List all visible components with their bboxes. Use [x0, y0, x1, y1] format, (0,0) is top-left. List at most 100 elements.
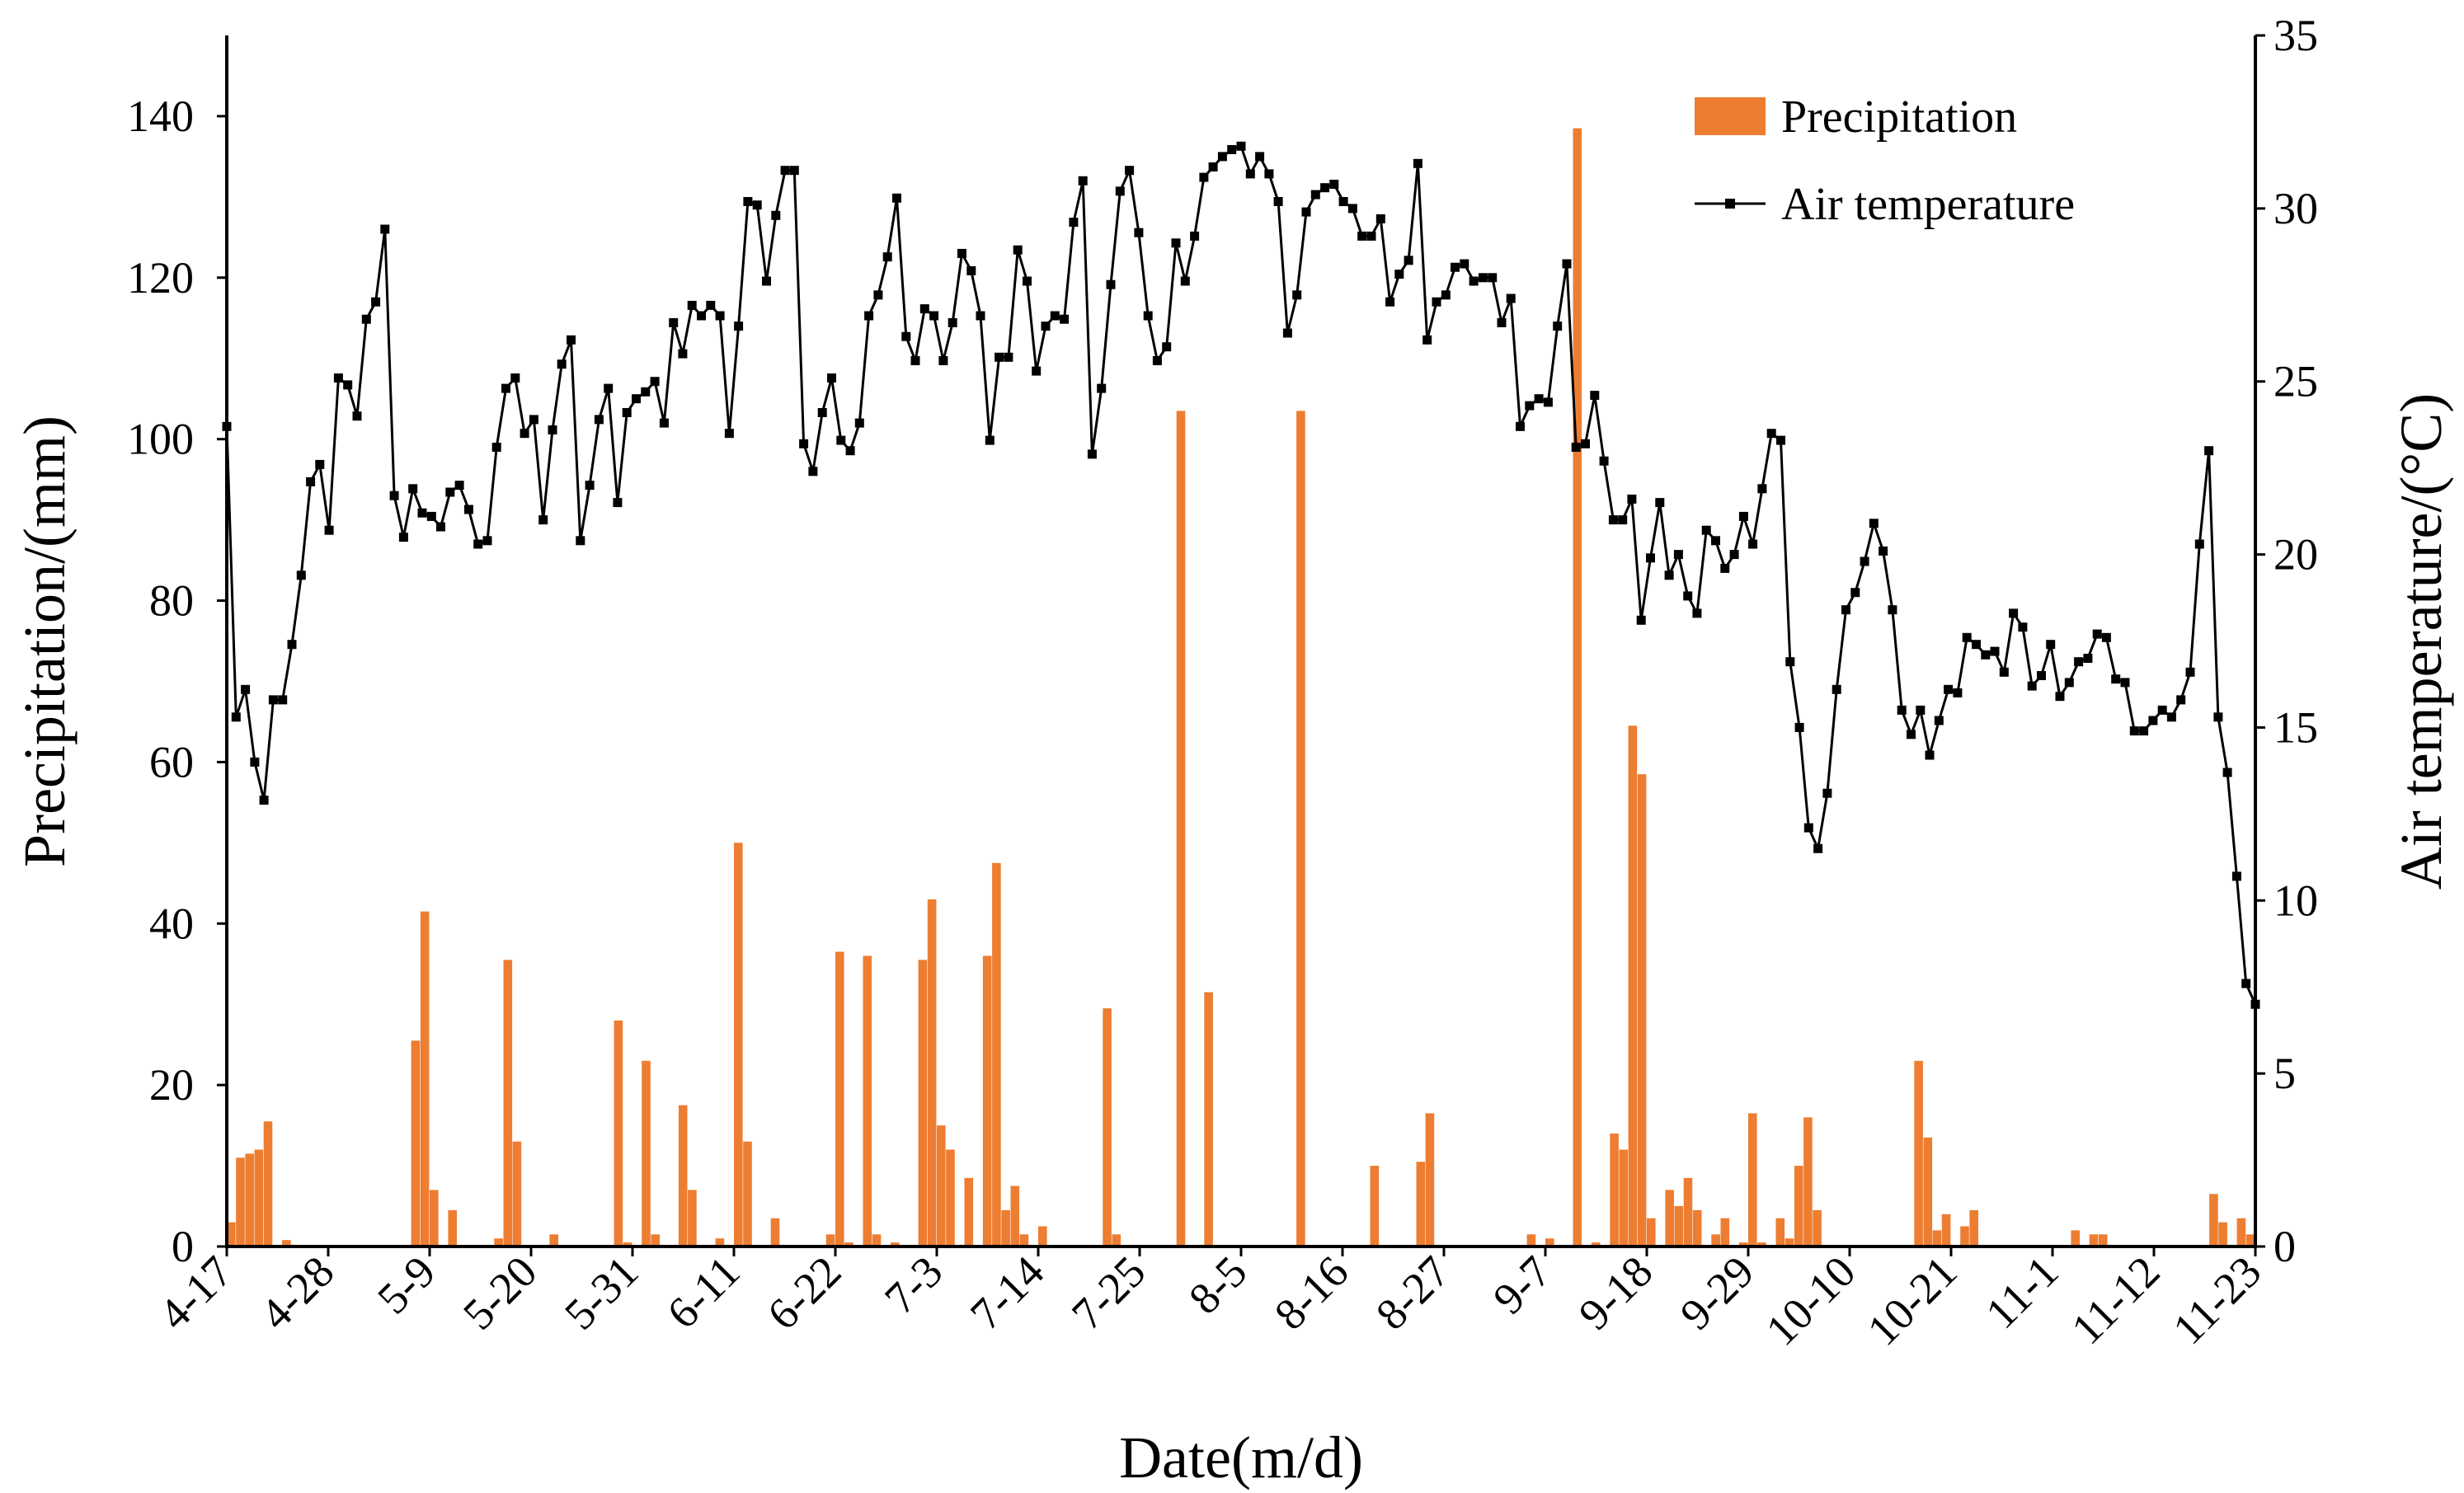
- temp-marker-214: [2213, 712, 2223, 722]
- temp-marker-191: [1999, 667, 2009, 677]
- temp-marker-91: [1069, 218, 1079, 228]
- precip-bar-22: [743, 1141, 752, 1247]
- temp-marker-113: [1273, 197, 1283, 206]
- temp-marker-149: [1608, 515, 1618, 525]
- precip-bar-34: [964, 1177, 974, 1247]
- precip-bar-57: [1647, 1218, 1656, 1247]
- temp-marker-101: [1162, 342, 1172, 352]
- temp-marker-96: [1115, 186, 1125, 196]
- precip-bar-83: [2236, 1218, 2246, 1247]
- temp-marker-7: [287, 640, 297, 650]
- x-tick-10-21: 10-21: [1858, 1247, 1967, 1355]
- x-tick-5-31: 5-31: [555, 1247, 647, 1339]
- temp-marker-129: [1422, 335, 1432, 345]
- temp-marker-87: [1032, 366, 1042, 376]
- precip-bar-47: [1416, 1162, 1426, 1247]
- temp-marker-180: [1897, 705, 1907, 715]
- temp-marker-124: [1375, 214, 1385, 223]
- precip-bar-1: [236, 1157, 245, 1247]
- y-right-tick-30: 30: [2274, 184, 2318, 233]
- temp-marker-81: [976, 311, 985, 321]
- x-tick-6-22: 6-22: [758, 1247, 850, 1339]
- x-tick-9-18: 9-18: [1569, 1247, 1662, 1339]
- legend-swatch-temperature-marker: [1725, 199, 1735, 209]
- temp-marker-95: [1106, 279, 1116, 289]
- legend-label-temperature: Air temperature: [1781, 179, 2075, 230]
- temp-marker-131: [1441, 290, 1451, 300]
- temp-marker-174: [1841, 605, 1850, 615]
- temp-marker-40: [594, 415, 604, 425]
- precip-bar-54: [1619, 1149, 1629, 1247]
- temp-marker-173: [1832, 684, 1841, 694]
- x-tick-4-17: 4-17: [149, 1247, 242, 1339]
- temp-marker-104: [1190, 231, 1200, 241]
- temp-marker-197: [2055, 692, 2065, 702]
- temp-marker-13: [343, 380, 353, 390]
- temp-marker-202: [2101, 632, 2111, 642]
- precip-bar-37: [1001, 1209, 1010, 1247]
- x-tick-7-3: 7-3: [875, 1247, 952, 1323]
- precip-bar-33: [946, 1149, 955, 1247]
- temp-marker-26: [463, 505, 473, 514]
- precip-bar-26: [844, 1242, 853, 1247]
- precip-bar-23: [770, 1218, 780, 1247]
- precip-bar-55: [1628, 725, 1638, 1247]
- temp-marker-89: [1050, 311, 1060, 321]
- precip-bar-81: [2209, 1194, 2218, 1247]
- temp-marker-12: [333, 373, 343, 383]
- temp-marker-134: [1469, 276, 1479, 286]
- temp-marker-194: [2027, 681, 2037, 691]
- temp-marker-121: [1347, 204, 1357, 214]
- temp-marker-187: [1962, 632, 1972, 642]
- x-tick-8-5: 8-5: [1179, 1247, 1256, 1323]
- precip-bar-6: [411, 1040, 421, 1247]
- temp-marker-90: [1060, 314, 1070, 324]
- temp-marker-65: [827, 373, 836, 383]
- temp-marker-156: [1673, 550, 1683, 560]
- temp-marker-80: [966, 265, 976, 275]
- precip-bar-65: [1748, 1113, 1757, 1247]
- temp-marker-159: [1701, 525, 1711, 535]
- precip-bar-69: [1794, 1166, 1803, 1247]
- precip-bar-14: [614, 1020, 623, 1247]
- x-tick-7-14: 7-14: [961, 1247, 1053, 1339]
- precip-bar-53: [1610, 1133, 1619, 1247]
- precip-bar-73: [1923, 1137, 1933, 1247]
- temp-marker-158: [1692, 608, 1702, 618]
- precip-bar-71: [1813, 1209, 1822, 1247]
- y-right-tick-35: 35: [2274, 11, 2318, 60]
- temp-marker-9: [306, 477, 316, 486]
- temp-marker-203: [2111, 674, 2121, 684]
- temp-marker-216: [2231, 871, 2241, 881]
- temp-marker-215: [2222, 768, 2232, 777]
- temp-marker-53: [715, 311, 725, 321]
- precip-bar-60: [1683, 1177, 1693, 1247]
- temp-marker-98: [1134, 228, 1144, 237]
- temp-marker-67: [845, 446, 855, 456]
- temp-marker-34: [538, 515, 548, 525]
- precip-bar-9: [448, 1209, 457, 1247]
- precipitation-bars: [227, 128, 2255, 1247]
- temp-marker-151: [1627, 494, 1637, 504]
- temp-marker-204: [2120, 678, 2130, 688]
- temp-marker-38: [576, 536, 585, 546]
- temp-marker-5: [268, 695, 278, 705]
- temp-marker-28: [482, 536, 492, 546]
- precip-bar-36: [992, 862, 1001, 1247]
- temp-marker-45: [641, 387, 651, 397]
- precip-bar-20: [715, 1238, 725, 1247]
- x-tick-9-29: 9-29: [1671, 1247, 1763, 1339]
- temp-marker-27: [473, 539, 483, 549]
- y-right-tick-15: 15: [2274, 702, 2318, 752]
- temp-marker-3: [250, 757, 260, 767]
- y-left-tick-40: 40: [149, 899, 194, 948]
- temp-marker-210: [2176, 695, 2186, 705]
- legend-label-precipitation: Precipitation: [1781, 92, 2017, 143]
- precip-bar-46: [1370, 1166, 1380, 1247]
- temp-marker-207: [2148, 716, 2158, 725]
- y-right-tick-25: 25: [2274, 357, 2318, 406]
- precip-bar-21: [734, 843, 743, 1247]
- temp-marker-128: [1413, 158, 1422, 168]
- x-tick-9-7: 9-7: [1484, 1247, 1560, 1323]
- temp-marker-112: [1264, 169, 1274, 179]
